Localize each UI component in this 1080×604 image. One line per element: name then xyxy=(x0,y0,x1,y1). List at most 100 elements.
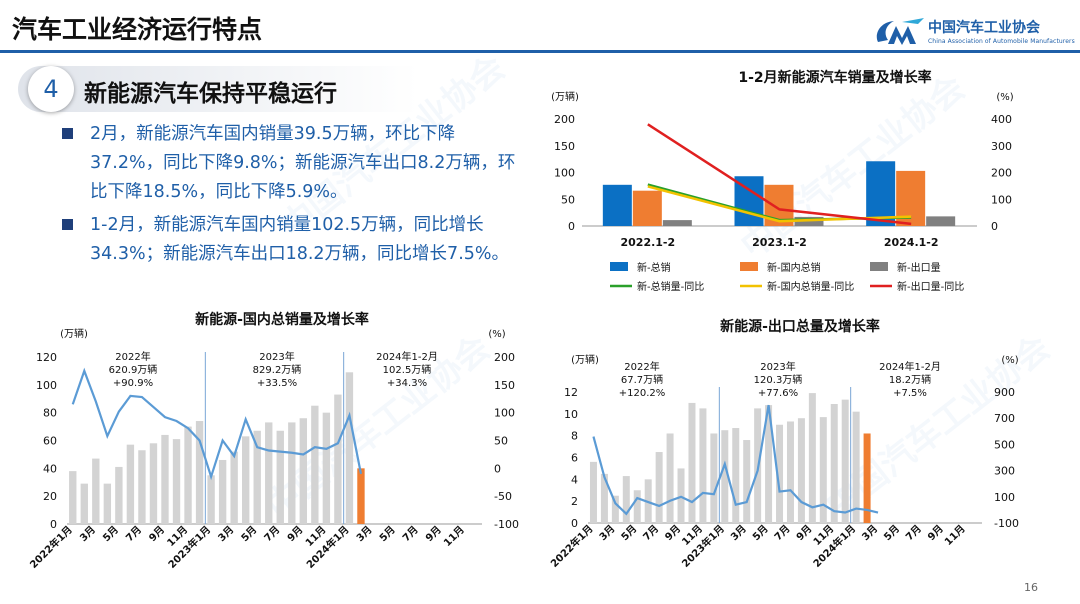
bar xyxy=(632,190,662,226)
y-tick-label-left: 150 xyxy=(554,140,575,153)
legend-label: 新-总销 xyxy=(637,261,671,274)
bar xyxy=(732,428,740,523)
x-tick-label: 2024.1-2 xyxy=(884,236,939,249)
chart-title: 新能源-国内总销量及增长率 xyxy=(195,311,369,328)
y-tick-label-left: 80 xyxy=(43,407,57,420)
section-number: 4 xyxy=(28,66,74,112)
bullet-list: 2月，新能源汽车国内销量39.5万辆，环比下降37.2%，同比下降9.8%；新能… xyxy=(58,120,518,273)
bar xyxy=(602,184,632,226)
annotation-year: 2024年1-2月 xyxy=(879,360,941,373)
y-tick-label-left: 0 xyxy=(571,517,578,530)
annotation-total: 67.7万辆 xyxy=(621,373,663,386)
bar xyxy=(115,466,123,524)
annotation-year: 2024年1-2月 xyxy=(376,350,438,363)
y-tick-label-left: 10 xyxy=(564,408,578,421)
y-tick-label-right: 500 xyxy=(994,438,1015,451)
bar xyxy=(345,372,354,524)
legend-swatch xyxy=(870,262,888,271)
x-tick-label: 2022.1-2 xyxy=(620,236,675,249)
left-axis-unit: (万辆) xyxy=(551,90,579,103)
bar xyxy=(241,436,250,524)
bar xyxy=(184,426,192,524)
bar xyxy=(765,405,773,523)
bar xyxy=(808,393,816,523)
y-tick-label-left: 8 xyxy=(571,430,578,443)
bar xyxy=(149,443,158,524)
bar xyxy=(207,475,215,524)
y-tick-label-left: 50 xyxy=(561,193,575,206)
annotation-total: 102.5万辆 xyxy=(383,363,432,376)
bar xyxy=(819,417,827,523)
bar xyxy=(218,459,227,524)
bar xyxy=(276,430,284,524)
y-tick-label-left: 12 xyxy=(564,386,578,399)
x-tick-label: 5月 xyxy=(377,524,397,544)
right-axis-unit: (%) xyxy=(1001,355,1018,366)
bar xyxy=(80,483,88,524)
x-tick-label: 3月 xyxy=(216,524,236,544)
logo-chinese-name: 中国汽车工业协会 xyxy=(928,20,1040,36)
x-tick-label: 5月 xyxy=(101,524,121,544)
chart-export-growth: 新能源-出口总量及增长率 (万辆) (%) 0 2 4 6 8 10 12 -100 100 300 50… xyxy=(548,318,1019,570)
legend-label: 新-国内总销量-同比 xyxy=(767,280,854,293)
y-tick-label-left: 0 xyxy=(50,518,57,531)
bar xyxy=(334,394,342,524)
bar xyxy=(172,439,181,524)
bar xyxy=(299,418,308,524)
annotation-growth: +7.5% xyxy=(893,388,927,399)
y-tick-label-right: 200 xyxy=(494,351,515,364)
x-tick-label: 7月 xyxy=(124,524,144,544)
x-tick-label: 3月 xyxy=(77,524,97,544)
bar xyxy=(611,495,619,523)
y-tick-label-right: 900 xyxy=(994,386,1015,399)
y-tick-label-left: 100 xyxy=(36,379,57,392)
y-tick-label-right: -50 xyxy=(494,490,512,503)
y-tick-label-left: 0 xyxy=(568,220,575,233)
x-tick-label: 3月 xyxy=(860,523,880,543)
bullet-text: 2月，新能源汽车国内销量39.5万辆，环比下降37.2%，同比下降9.8%；新能… xyxy=(90,124,516,202)
bar xyxy=(866,161,896,226)
bar xyxy=(311,405,319,524)
annotation-year: 2023年 xyxy=(259,350,294,363)
x-tick-label: 7月 xyxy=(641,523,661,543)
bar xyxy=(103,483,112,524)
annotation-year: 2023年 xyxy=(760,360,795,373)
y-tick-label-left: 200 xyxy=(554,113,575,126)
bar xyxy=(138,450,146,524)
annotation-growth: +34.3% xyxy=(387,378,427,389)
x-tick-label: 5月 xyxy=(750,523,770,543)
bullet-square-icon xyxy=(62,128,73,139)
bar xyxy=(126,444,135,524)
bar xyxy=(662,220,692,226)
caam-logo-icon xyxy=(876,18,924,45)
bar-highlight xyxy=(863,433,871,523)
bar xyxy=(92,458,100,524)
annotation-total: 18.2万辆 xyxy=(889,373,931,386)
bar xyxy=(841,399,849,523)
annotation-total: 620.9万辆 xyxy=(109,363,158,376)
bullet-square-icon xyxy=(62,219,73,230)
y-tick-label-left: 40 xyxy=(43,462,57,475)
y-tick-label-left: 60 xyxy=(43,435,57,448)
y-tick-label-left: 20 xyxy=(43,490,57,503)
x-tick-label: 3月 xyxy=(354,524,374,544)
y-tick-label-right: 700 xyxy=(994,412,1015,425)
bar xyxy=(786,421,794,523)
y-tick-label-right: -100 xyxy=(994,517,1019,530)
right-axis-unit: (%) xyxy=(488,329,505,340)
x-tick-label: 3月 xyxy=(728,523,748,543)
y-tick-label-right: 50 xyxy=(494,435,508,448)
legend-swatch xyxy=(740,262,758,271)
annotation-growth: +120.2% xyxy=(619,388,666,399)
y-tick-label-right: 100 xyxy=(494,407,515,420)
y-tick-label-right: -100 xyxy=(494,518,519,531)
bar xyxy=(830,404,838,523)
growth-line xyxy=(71,367,363,481)
legend-swatch xyxy=(610,262,628,271)
bullet-text: 1-2月，新能源汽车国内销量102.5万辆，同比增长34.3%；新能源汽车出口1… xyxy=(90,215,510,264)
section-bar xyxy=(18,66,418,112)
y-tick-label-right: 300 xyxy=(991,140,1012,153)
x-tick-label: 7月 xyxy=(400,524,420,544)
annotation-total: 829.2万辆 xyxy=(253,363,302,376)
y-tick-label-right: 100 xyxy=(994,491,1015,504)
